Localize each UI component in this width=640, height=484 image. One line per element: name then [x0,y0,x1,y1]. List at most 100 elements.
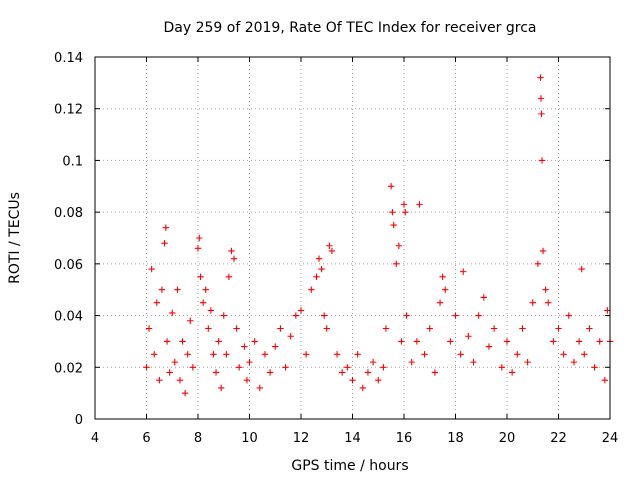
data-point [151,351,158,358]
data-point [153,299,160,306]
data-point [326,242,333,249]
data-point [148,265,155,273]
data-point [565,312,572,319]
data-point [578,265,585,273]
y-tick-label: 0.08 [54,206,83,221]
data-point [287,333,294,340]
data-point [460,268,467,275]
data-point [387,183,395,190]
data-point [550,338,557,345]
data-point [364,369,372,376]
data-point [534,260,542,268]
data-point [560,351,567,358]
y-tick-label: 0.12 [54,103,83,118]
data-point [514,351,521,358]
grid [95,57,610,419]
data-point [199,299,207,306]
data-point [542,286,549,293]
data-point [421,351,428,358]
data-point [519,325,526,332]
data-point [398,338,405,345]
data-point [156,377,163,384]
data-point [596,338,603,345]
data-point [266,369,274,376]
data-point [217,384,225,392]
data-point [475,312,482,319]
data-point [403,312,410,319]
x-tick-label: 14 [344,431,361,446]
data-point [169,309,176,317]
x-axis-ticks: 4 6 8 10 12 14 16 18 20 22 24 [91,57,618,446]
x-tick-label: 16 [396,431,413,446]
data-point [302,351,310,358]
x-tick-label: 6 [142,431,150,446]
data-point [452,312,459,319]
data-point [581,351,588,358]
data-point [339,369,346,376]
data-point [210,351,217,358]
x-tick-label: 24 [602,431,619,446]
y-tick-label: 0.14 [54,51,83,66]
data-point [393,260,400,268]
data-point [570,358,578,366]
data-point [220,312,227,319]
data-point [223,351,230,358]
data-point [212,369,220,376]
data-point [465,333,472,340]
data-point [498,364,506,371]
data-point [470,358,477,366]
data-point [315,255,323,262]
data-point [308,286,315,293]
data-point [181,389,189,397]
data-point [382,325,390,332]
data-point [236,364,243,371]
data-point [439,273,446,280]
data-point [426,325,433,332]
data-point [380,364,387,371]
data-point [184,351,191,358]
y-axis-label: ROTI / TECUs [7,192,23,284]
data-point [431,369,439,376]
data-point [297,307,305,314]
data-point [243,377,251,384]
data-point [194,245,202,252]
data-point [333,351,341,358]
data-point [389,208,396,216]
y-axis-ticks: 0 0.02 0.04 0.06 0.08 0.1 0.12 0.14 [54,51,610,428]
data-point [171,358,179,366]
data-point [143,364,150,371]
data-point [179,338,186,345]
data-point [436,299,444,306]
data-point [586,325,593,332]
data-point [390,221,397,229]
data-point [537,95,545,102]
data-point [225,273,233,280]
data-point [228,247,235,255]
data-point [318,265,325,273]
data-point [272,343,279,350]
chart-title: Day 259 of 2019, Rate Of TEC Index for r… [164,20,537,36]
data-point [344,364,351,371]
data-point [256,384,263,392]
data-point [359,384,366,392]
x-tick-label: 22 [550,431,567,446]
data-points [143,74,614,397]
data-point [485,343,493,350]
data-point [230,255,238,262]
x-tick-label: 8 [194,431,202,446]
y-tick-label: 0.02 [54,361,83,376]
data-point [189,364,197,371]
data-point [400,201,408,208]
data-point [354,351,361,358]
data-point [197,273,204,280]
data-point [196,234,203,242]
y-tick-label: 0 [75,413,83,428]
data-point [575,338,583,345]
data-point [251,338,258,345]
data-point [480,294,488,301]
data-point [591,364,598,371]
data-point [442,286,449,293]
data-point [369,358,377,366]
